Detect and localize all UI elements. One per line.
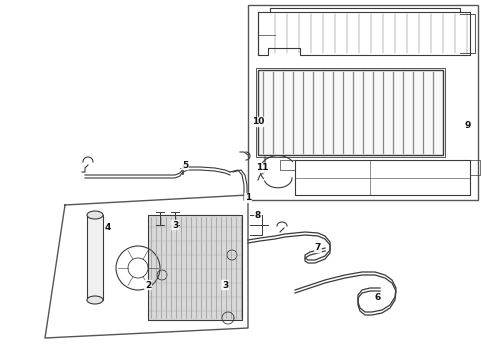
Text: 1: 1 <box>245 194 251 202</box>
Bar <box>256 68 445 157</box>
Text: 11: 11 <box>256 163 268 172</box>
Text: 4: 4 <box>105 224 111 233</box>
Text: 2: 2 <box>145 280 151 289</box>
Text: 8: 8 <box>255 211 261 220</box>
Text: 3: 3 <box>172 220 178 230</box>
Text: 10: 10 <box>252 117 264 126</box>
Ellipse shape <box>87 296 103 304</box>
Ellipse shape <box>87 211 103 219</box>
Bar <box>248 5 478 200</box>
Text: 6: 6 <box>375 293 381 302</box>
Text: 7: 7 <box>315 243 321 252</box>
Text: 5: 5 <box>182 161 188 170</box>
Text: 9: 9 <box>465 121 471 130</box>
Bar <box>87 215 103 300</box>
Polygon shape <box>148 215 242 320</box>
Bar <box>258 70 443 155</box>
Text: 3: 3 <box>222 280 228 289</box>
